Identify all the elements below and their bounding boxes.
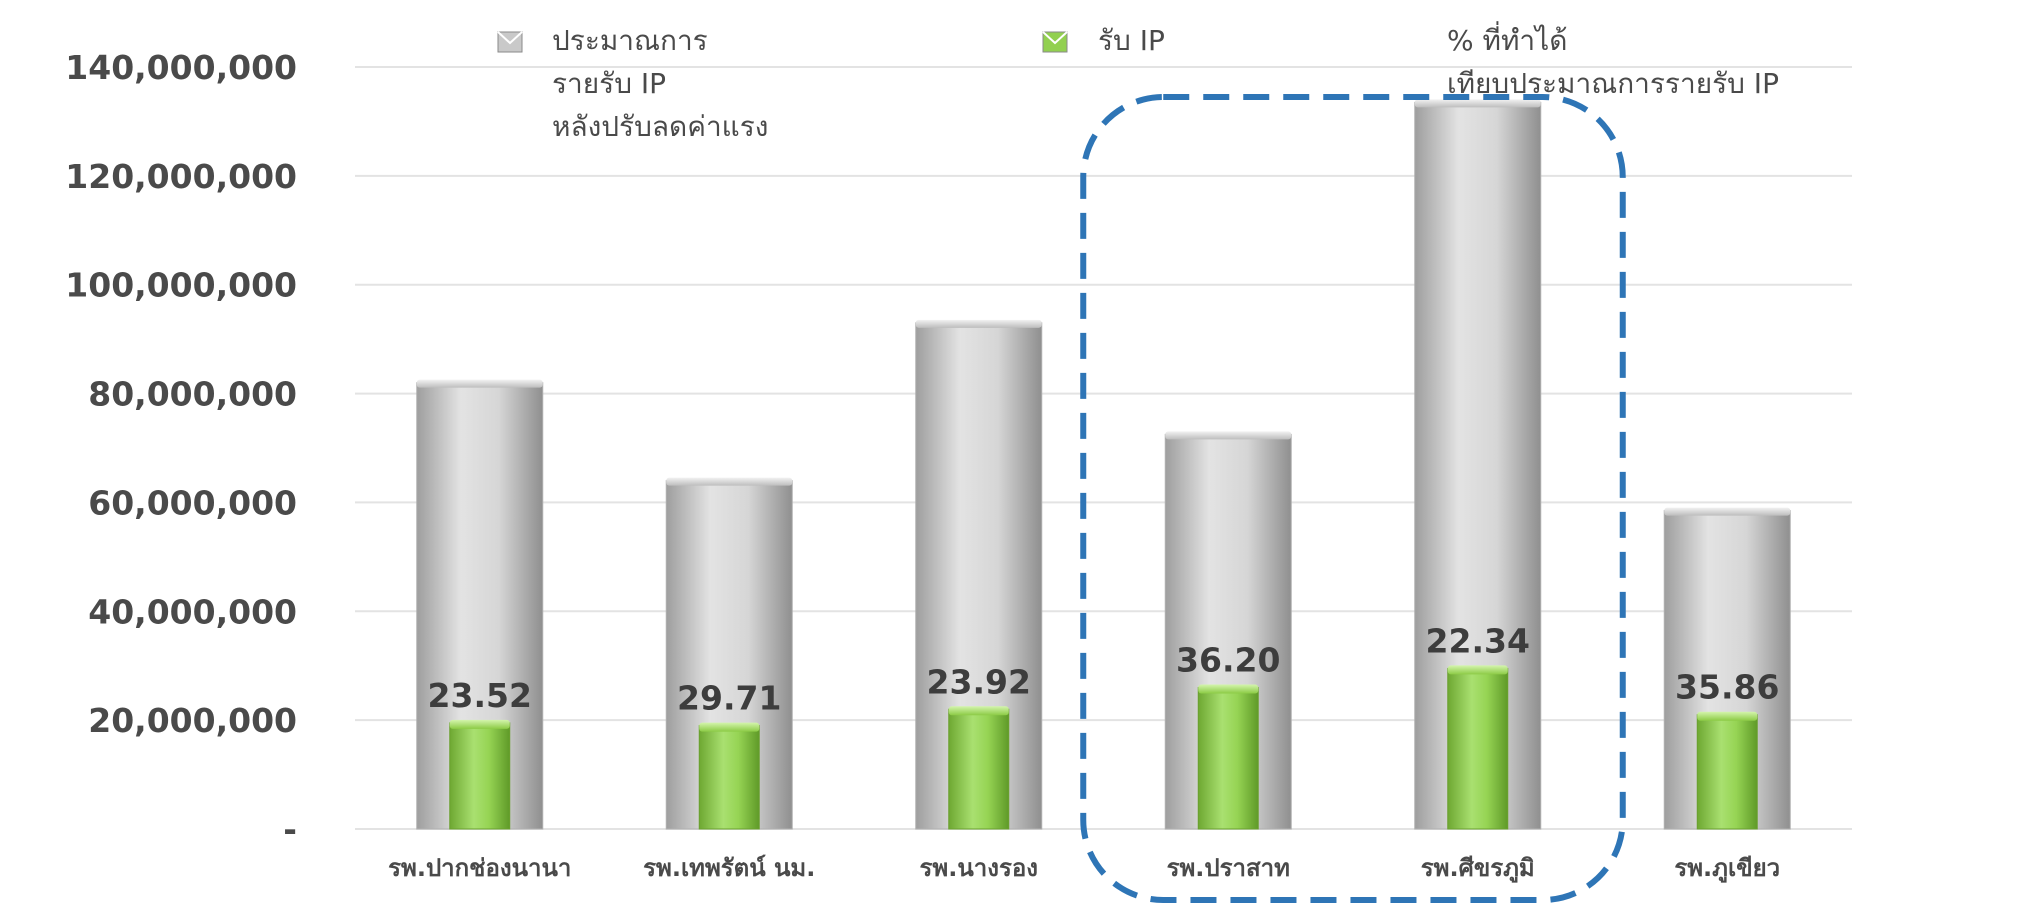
bar-estimate-top [1664, 507, 1791, 516]
y-tick-label: 120,000,000 [65, 157, 297, 196]
x-tick-label: รพ.ศีขรภูมิ [1421, 854, 1535, 883]
legend-label: % ที่ทำได้ [1447, 21, 1567, 57]
y-tick-label: 60,000,000 [88, 483, 297, 522]
bar-received-ip [1447, 665, 1509, 830]
bar-estimate-top [915, 319, 1042, 328]
legend-swatch-mark [1042, 31, 1068, 45]
y-tick-label: 80,000,000 [88, 375, 297, 414]
x-tick-label: รพ.ปราสาท [1167, 854, 1290, 882]
bar-received-ip-top [1198, 684, 1259, 694]
bar-received-ip [698, 722, 760, 830]
x-tick-label: รพ.ปากช่องนานา [388, 854, 571, 882]
y-tick-label: 40,000,000 [88, 592, 297, 631]
bar-received-ip-body [698, 725, 760, 830]
legend-label: รับ IP [1098, 24, 1165, 57]
legend-item: % ที่ทำได้เทียบประมาณการรายรับ IP [1447, 21, 1779, 100]
legend-label: รายรับ IP [552, 67, 666, 100]
percent-data-label: 36.20 [1176, 640, 1280, 679]
bar-received-ip-top [699, 722, 760, 732]
x-tick-label: รพ.เทพรัตน์ นม. [643, 854, 815, 882]
highlight-dashed-box [1080, 94, 1626, 903]
bar-estimate-top [416, 379, 543, 388]
bar-received-ip [449, 719, 511, 830]
y-tick-label: 100,000,000 [65, 266, 297, 305]
bar-received-ip-body [948, 708, 1010, 830]
bar-received-ip [1696, 711, 1758, 830]
y-tick-label: 20,000,000 [88, 701, 297, 740]
bar-estimate-top [1414, 99, 1541, 108]
highlight-group [1080, 94, 1626, 903]
bar-received-ip-top [1447, 665, 1508, 675]
x-tick-label: รพ.นางรอง [920, 854, 1038, 882]
bars [416, 99, 1791, 830]
bar-received-ip-body [1447, 667, 1509, 830]
bar-received-ip-top [1697, 711, 1758, 721]
percent-data-label: 35.86 [1675, 668, 1779, 707]
bar-estimate-top [666, 477, 793, 486]
legend-label: หลังปรับลดค่าแรง [552, 110, 768, 143]
percent-data-label: 29.71 [677, 679, 781, 718]
legend: ประมาณการรายรับ IP หลังปรับลดค่าแรง รับ IP… [497, 21, 1779, 143]
bar-received-ip-body [1696, 714, 1758, 830]
legend-item: ประมาณการรายรับ IP หลังปรับลดค่าแรง [497, 24, 768, 143]
percent-data-label: 23.52 [428, 676, 532, 715]
bar-received-ip-top [948, 706, 1009, 716]
bar-received-ip-body [449, 722, 511, 830]
y-tick-label: - [283, 810, 297, 849]
x-tick-label: รพ.ภูเขียว [1674, 854, 1780, 883]
bar-received-ip-top [449, 719, 510, 729]
legend-swatch-mark [497, 31, 523, 45]
bar-received-ip-body [1197, 686, 1259, 830]
percent-data-label: 22.34 [1426, 621, 1530, 660]
bar-received-ip [948, 706, 1010, 830]
y-tick-label: 140,000,000 [65, 48, 297, 87]
percent-data-label: 23.92 [927, 662, 1031, 701]
legend-label: ประมาณการ [552, 24, 708, 57]
gridlines [355, 66, 1852, 830]
bar-received-ip [1197, 684, 1259, 830]
legend-item: รับ IP [1042, 24, 1165, 57]
bar-estimate-top [1165, 431, 1292, 440]
labels: - 20,000,000 40,000,000 60,000,000 80,000,00… [65, 48, 1780, 883]
